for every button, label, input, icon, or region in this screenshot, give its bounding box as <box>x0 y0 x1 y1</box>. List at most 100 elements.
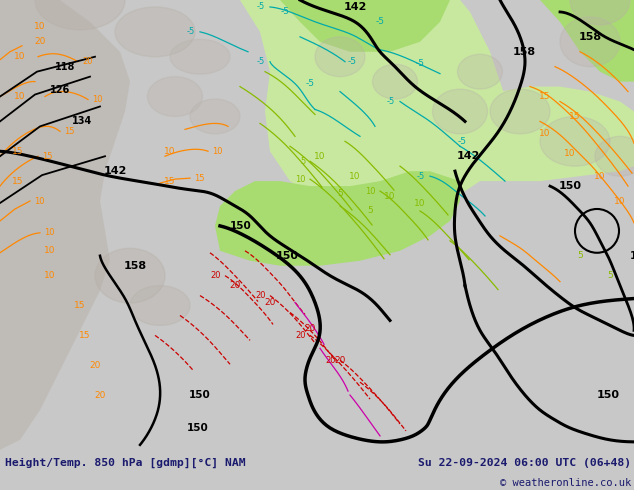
Ellipse shape <box>95 248 165 303</box>
Ellipse shape <box>595 136 634 176</box>
Text: 158: 158 <box>124 261 146 270</box>
Text: 20: 20 <box>210 271 221 280</box>
Text: -5: -5 <box>257 57 265 66</box>
Text: 20: 20 <box>82 57 93 66</box>
Text: 10: 10 <box>295 174 306 184</box>
Text: 15: 15 <box>64 127 75 136</box>
Text: 20: 20 <box>256 291 266 300</box>
Ellipse shape <box>130 286 190 325</box>
Text: 10: 10 <box>44 228 55 237</box>
Text: Height/Temp. 850 hPa [gdmp][°C] NAM: Height/Temp. 850 hPa [gdmp][°C] NAM <box>5 458 246 468</box>
Ellipse shape <box>570 0 630 25</box>
Text: 10: 10 <box>14 52 26 61</box>
Text: 10: 10 <box>349 172 361 181</box>
Text: 142: 142 <box>344 2 366 12</box>
Text: -5: -5 <box>415 59 425 68</box>
Text: 15: 15 <box>12 176 23 186</box>
Text: 10: 10 <box>384 192 396 200</box>
Text: -5: -5 <box>306 79 314 88</box>
Text: 20: 20 <box>89 361 101 370</box>
Text: 15: 15 <box>12 147 23 156</box>
Text: -5: -5 <box>458 137 467 146</box>
Text: 142: 142 <box>630 251 634 261</box>
Text: 10: 10 <box>564 149 576 158</box>
Text: 20: 20 <box>264 298 276 307</box>
Ellipse shape <box>170 39 230 74</box>
Text: 10: 10 <box>34 23 46 31</box>
Text: 118: 118 <box>55 62 75 72</box>
Text: 5: 5 <box>577 251 583 260</box>
Text: 142: 142 <box>103 166 127 176</box>
Ellipse shape <box>190 99 240 134</box>
Text: 15: 15 <box>632 182 634 191</box>
PathPatch shape <box>280 0 450 52</box>
Text: 10: 10 <box>212 147 223 156</box>
Text: 10: 10 <box>44 271 56 280</box>
Text: 15: 15 <box>164 176 176 186</box>
Ellipse shape <box>490 89 550 134</box>
Text: 10: 10 <box>44 246 56 255</box>
Text: 150: 150 <box>187 423 209 433</box>
Text: 20: 20 <box>34 37 46 46</box>
Text: 20: 20 <box>295 331 306 340</box>
Text: 15: 15 <box>194 173 205 183</box>
Ellipse shape <box>540 117 610 166</box>
Text: 126: 126 <box>50 85 70 95</box>
Text: 10: 10 <box>594 172 605 181</box>
Text: 20: 20 <box>94 391 106 399</box>
Text: -5: -5 <box>187 27 195 36</box>
Text: 5: 5 <box>337 189 343 197</box>
Text: 15: 15 <box>569 112 581 121</box>
Text: 20: 20 <box>304 324 316 333</box>
Text: -5: -5 <box>257 2 265 11</box>
Text: 10: 10 <box>34 196 44 205</box>
Text: 20: 20 <box>334 356 346 365</box>
Text: 5: 5 <box>607 271 613 280</box>
Text: 5: 5 <box>301 157 306 166</box>
PathPatch shape <box>215 171 460 266</box>
Text: 10: 10 <box>92 95 103 104</box>
Text: 150: 150 <box>230 221 252 231</box>
Text: 150: 150 <box>189 390 211 400</box>
PathPatch shape <box>425 87 634 181</box>
Text: 15: 15 <box>540 92 551 101</box>
Text: 10: 10 <box>164 147 176 156</box>
Text: -5: -5 <box>375 17 384 26</box>
Text: 142: 142 <box>456 151 480 161</box>
Text: 20: 20 <box>325 356 336 365</box>
Text: -5: -5 <box>280 7 290 17</box>
PathPatch shape <box>240 0 510 231</box>
Text: -5: -5 <box>387 97 395 106</box>
Text: -5: -5 <box>417 172 425 181</box>
PathPatch shape <box>540 0 634 82</box>
Text: © weatheronline.co.uk: © weatheronline.co.uk <box>500 478 631 488</box>
Text: Su 22-09-2024 06:00 UTC (06+48): Su 22-09-2024 06:00 UTC (06+48) <box>418 458 631 467</box>
Text: 150: 150 <box>276 251 299 261</box>
Text: 10: 10 <box>540 129 551 138</box>
Ellipse shape <box>560 17 620 67</box>
Text: 20: 20 <box>230 281 241 290</box>
Ellipse shape <box>432 89 488 134</box>
Text: 10: 10 <box>314 152 326 161</box>
Text: 158: 158 <box>512 47 536 57</box>
Text: 5: 5 <box>367 206 373 216</box>
Text: 10: 10 <box>614 196 626 205</box>
Text: 10: 10 <box>14 92 26 101</box>
Text: 158: 158 <box>578 32 602 42</box>
Text: 15: 15 <box>79 331 91 340</box>
Text: 150: 150 <box>559 181 581 191</box>
Ellipse shape <box>315 37 365 76</box>
Ellipse shape <box>373 64 418 99</box>
Ellipse shape <box>458 54 503 89</box>
Text: 15: 15 <box>42 152 53 161</box>
Text: 15: 15 <box>74 301 86 310</box>
Text: 10: 10 <box>414 198 426 208</box>
Text: -5: -5 <box>347 57 356 66</box>
Ellipse shape <box>115 7 195 57</box>
Ellipse shape <box>148 76 202 117</box>
Text: 134: 134 <box>72 117 92 126</box>
Text: 150: 150 <box>597 390 619 400</box>
Text: 10: 10 <box>365 187 376 196</box>
PathPatch shape <box>0 0 130 450</box>
Ellipse shape <box>35 0 125 30</box>
